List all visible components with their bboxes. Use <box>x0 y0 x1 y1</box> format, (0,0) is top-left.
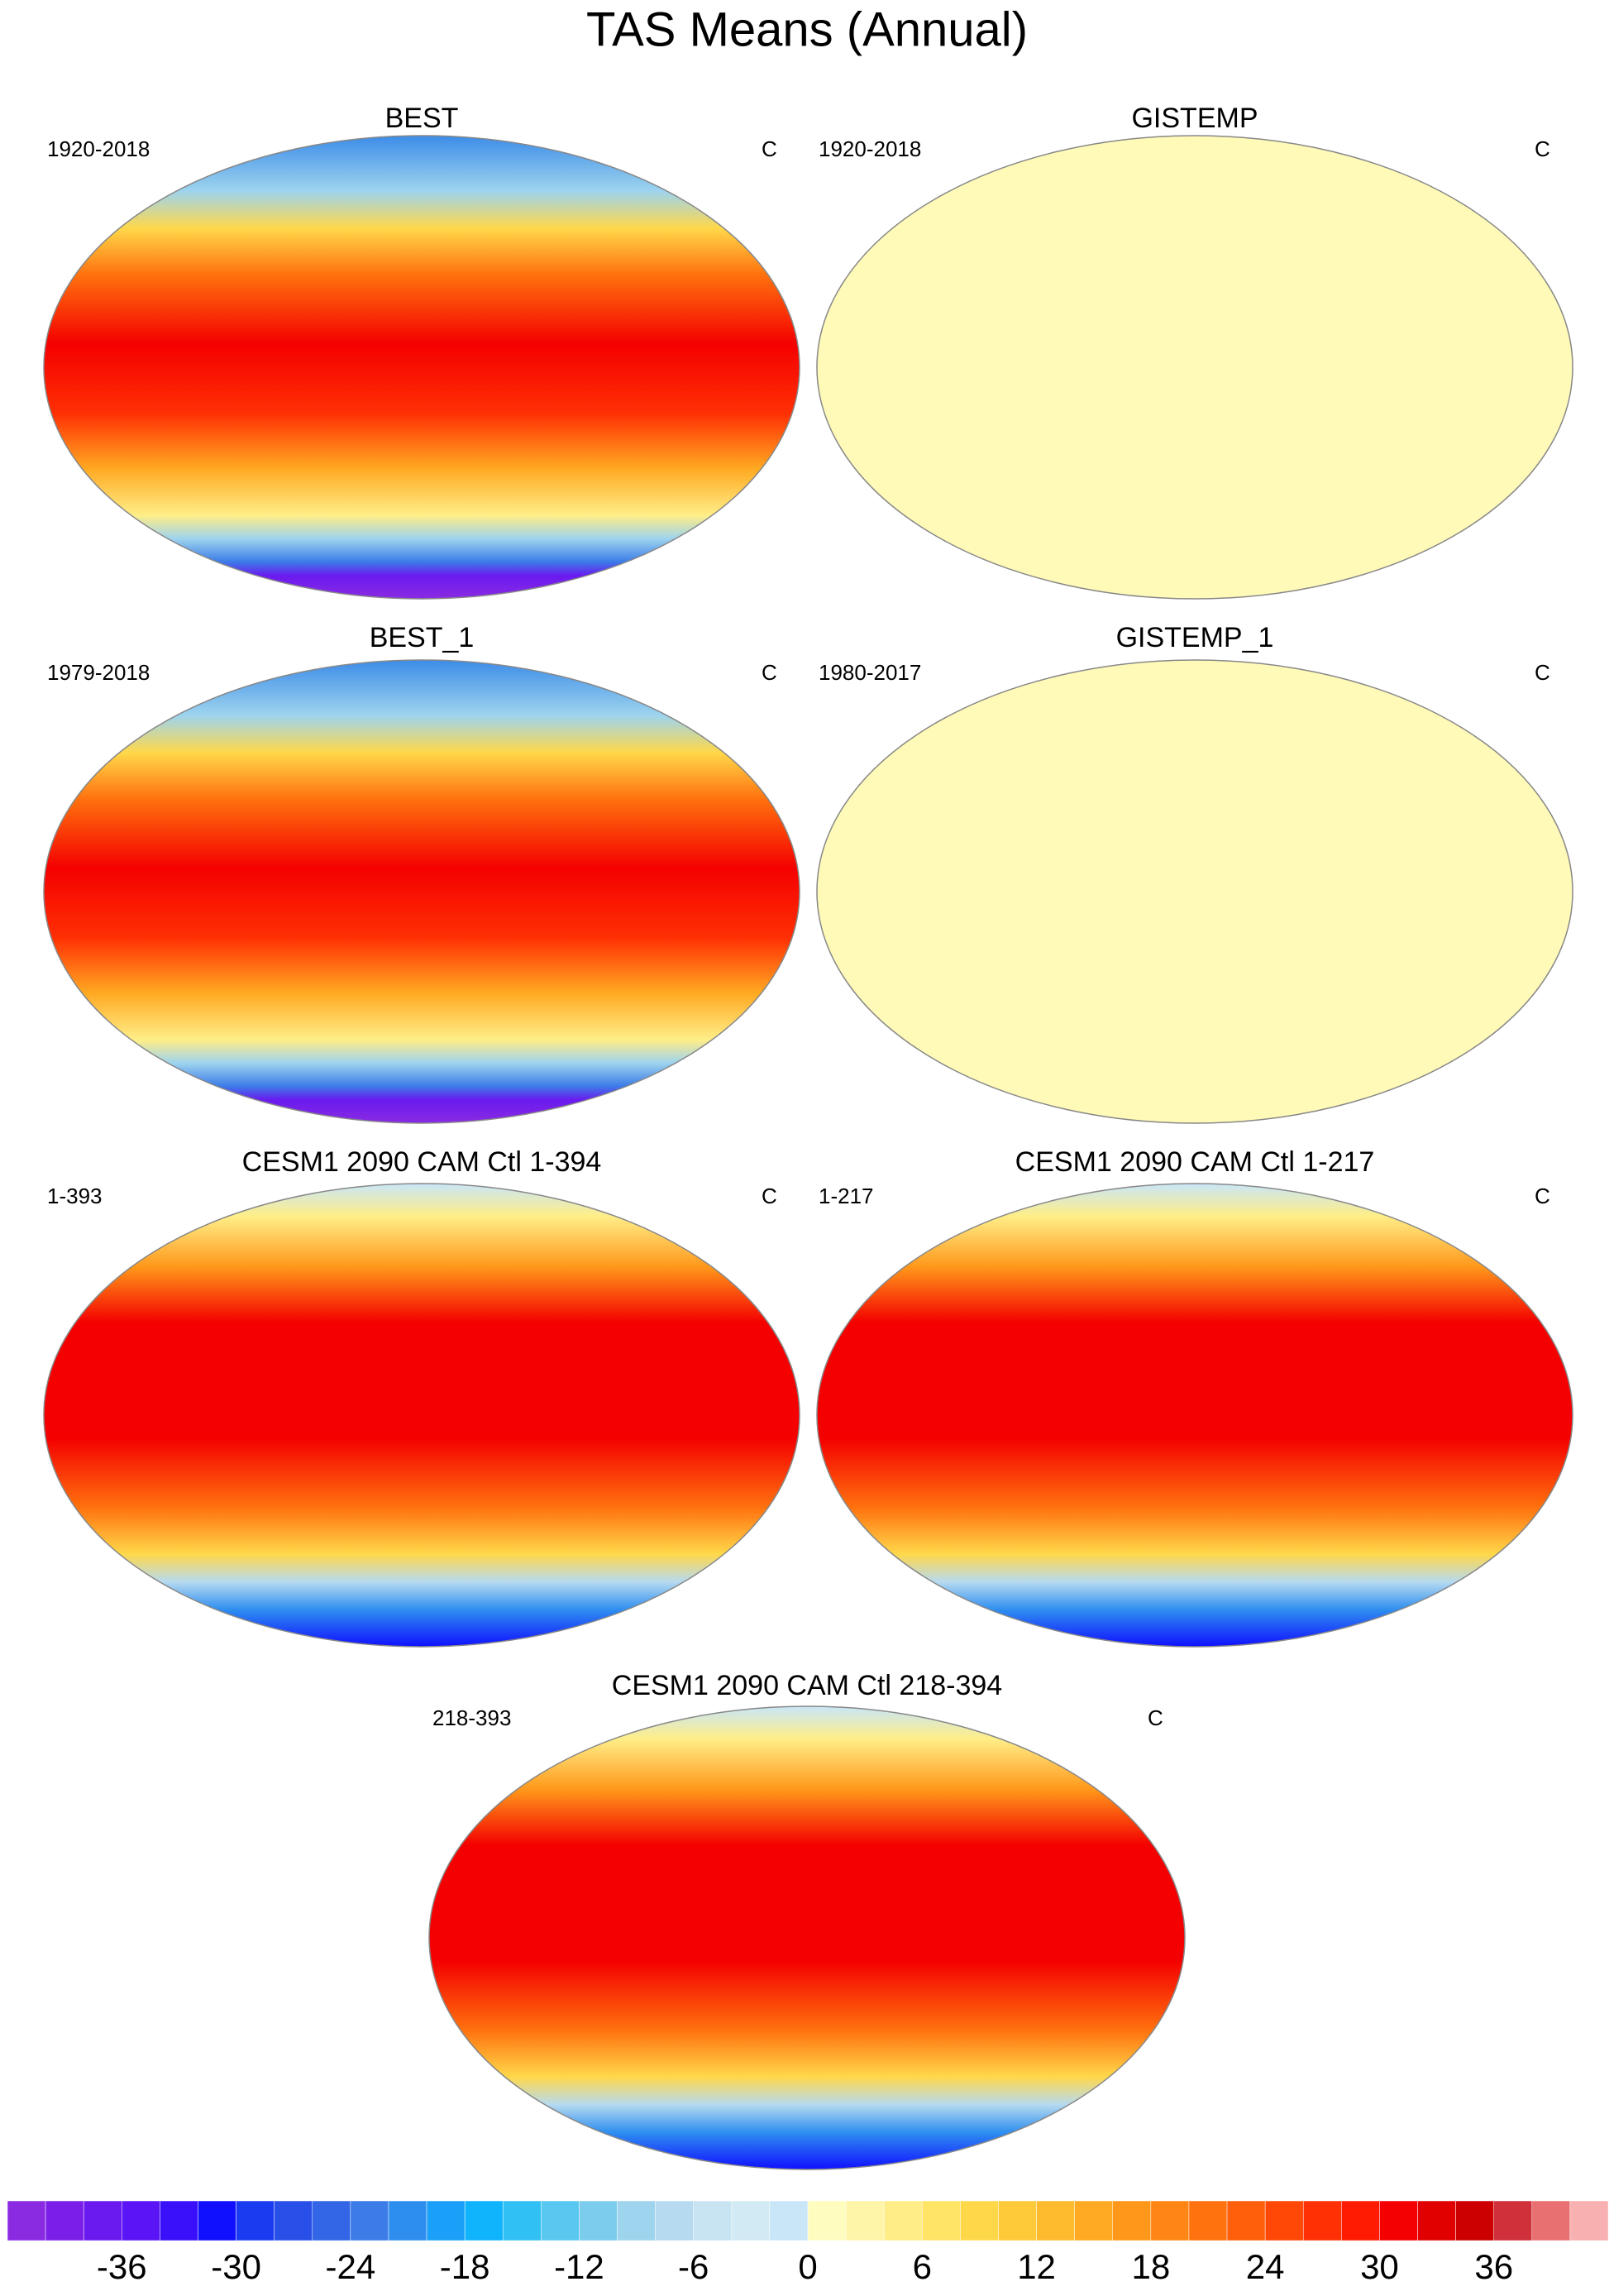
colorbar-box <box>1112 2200 1152 2241</box>
colorbar-box <box>807 2200 847 2241</box>
colorbar-box <box>1074 2200 1114 2241</box>
colorbar-tick-label: 6 <box>913 2247 932 2286</box>
period-label: 1-217 <box>819 1184 874 1208</box>
colorbar-box <box>1493 2200 1533 2241</box>
colorbar-box <box>83 2200 122 2241</box>
map <box>816 135 1573 600</box>
colorbar-box <box>426 2200 466 2241</box>
colorbar-tick-label: 18 <box>1131 2247 1170 2286</box>
map <box>428 1705 1186 2170</box>
colorbar-box <box>122 2200 160 2241</box>
colorbar-box <box>274 2200 313 2241</box>
colorbar-box <box>1264 2200 1304 2241</box>
colorbar-box <box>1150 2200 1190 2241</box>
colorbar-tick-label: 12 <box>1017 2247 1056 2286</box>
colorbar-box <box>464 2200 504 2241</box>
period-label: 218-393 <box>432 1705 511 1730</box>
units-label: C <box>1535 1184 1550 1208</box>
colorbar-tick-label: -18 <box>440 2247 490 2286</box>
colorbar-box <box>312 2200 351 2241</box>
units-label: C <box>1535 136 1550 161</box>
colorbar-box <box>350 2200 389 2241</box>
units-label: C <box>762 136 777 161</box>
period-label: 1979-2018 <box>47 660 150 685</box>
panel-title: GISTEMP <box>1131 103 1258 134</box>
units-label: C <box>762 660 777 685</box>
colorbar-box <box>1569 2200 1609 2241</box>
colorbar-box <box>160 2200 198 2241</box>
panel-title: CESM1 2090 CAM Ctl 1-217 <box>1015 1146 1375 1178</box>
colorbar-tick-label: 24 <box>1246 2247 1285 2286</box>
colorbar-tick-label: 30 <box>1360 2247 1399 2286</box>
map <box>43 135 800 600</box>
colorbar-box <box>1188 2200 1228 2241</box>
colorbar-box <box>1341 2200 1380 2241</box>
map <box>816 1183 1573 1648</box>
colorbar-box <box>845 2200 885 2241</box>
figure-title: TAS Means (Annual) <box>586 2 1028 56</box>
colorbar-box <box>655 2200 694 2241</box>
colorbar-box <box>1302 2200 1342 2241</box>
colorbar-tick-label: 36 <box>1474 2247 1513 2286</box>
colorbar-box <box>7 2200 46 2241</box>
period-label: 1980-2017 <box>819 660 921 685</box>
colorbar-tick-label: -30 <box>211 2247 261 2286</box>
units-label: C <box>1535 660 1550 685</box>
colorbar-box <box>1226 2200 1266 2241</box>
map <box>43 659 800 1124</box>
colorbar-box <box>541 2200 580 2241</box>
colorbar-box <box>731 2200 771 2241</box>
map <box>43 1183 800 1648</box>
panel-title: CESM1 2090 CAM Ctl 1-394 <box>242 1146 602 1178</box>
colorbar-box <box>388 2200 427 2241</box>
panel-title: GISTEMP_1 <box>1116 622 1274 653</box>
colorbar-tick-label: -36 <box>97 2247 147 2286</box>
panel-title: BEST_1 <box>370 622 475 653</box>
colorbar-box <box>1531 2200 1571 2241</box>
colorbar-box <box>502 2200 542 2241</box>
colorbar-tick-label: 0 <box>798 2247 817 2286</box>
colorbar-box <box>1417 2200 1456 2241</box>
colorbar-tick-label: -24 <box>326 2247 376 2286</box>
colorbar-box <box>236 2200 275 2241</box>
panel-title: CESM1 2090 CAM Ctl 218-394 <box>612 1670 1002 1701</box>
colorbar-box <box>1379 2200 1418 2241</box>
colorbar-box <box>769 2200 809 2241</box>
colorbar-box <box>960 2200 999 2241</box>
period-label: 1920-2018 <box>47 136 150 161</box>
colorbar-box <box>883 2200 923 2241</box>
colorbar-box <box>1036 2200 1075 2241</box>
colorbar-box <box>693 2200 733 2241</box>
colorbar-tick-label: -6 <box>678 2247 709 2286</box>
colorbar-box <box>1455 2200 1494 2241</box>
units-label: C <box>762 1184 777 1208</box>
colorbar-tick-label: -12 <box>554 2247 604 2286</box>
map <box>816 659 1573 1124</box>
period-label: 1920-2018 <box>819 136 921 161</box>
colorbar-box <box>579 2200 618 2241</box>
units-label: C <box>1148 1705 1163 1730</box>
colorbar-box <box>198 2200 236 2241</box>
colorbar-box <box>922 2200 961 2241</box>
colorbar-box <box>45 2200 84 2241</box>
colorbar-box <box>998 2200 1037 2241</box>
panel-title: BEST <box>385 103 459 134</box>
colorbar-box <box>617 2200 656 2241</box>
period-label: 1-393 <box>47 1184 103 1208</box>
